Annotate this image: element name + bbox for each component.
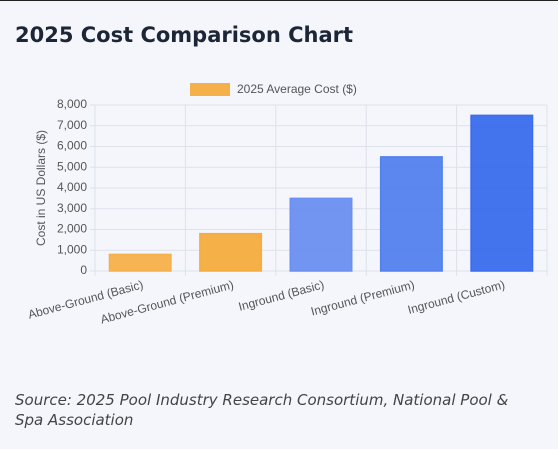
x-tick-label: Inground (Custom): [406, 277, 506, 316]
bar: [199, 232, 263, 272]
y-tick-label: 0: [80, 263, 87, 277]
y-tick-label: 1,000: [57, 242, 87, 256]
y-tick-label: 5,000: [57, 159, 87, 173]
y-tick-label: 2,000: [57, 222, 87, 236]
bar: [470, 114, 534, 272]
chart-title: 2025 Cost Comparison Chart: [15, 23, 354, 47]
bar: [289, 197, 353, 272]
y-tick-label: 8,000: [57, 97, 87, 111]
legend-label: 2025 Average Cost ($): [237, 82, 357, 96]
legend-swatch: [190, 83, 230, 96]
y-axis-label: Cost in US Dollars ($): [34, 130, 48, 246]
bar: [108, 253, 172, 272]
x-tick-label: Inground (Premium): [309, 277, 416, 318]
y-tick-label: 3,000: [57, 201, 87, 215]
source-note: Source: 2025 Pool Industry Research Cons…: [15, 391, 509, 429]
chart: 2025 Average Cost ($) Cost in US Dollars…: [27, 82, 548, 327]
y-tick-label: 4,000: [57, 180, 87, 194]
y-tick-label: 6,000: [57, 139, 87, 153]
bar: [379, 156, 443, 272]
y-tick-label: 7,000: [57, 118, 87, 132]
